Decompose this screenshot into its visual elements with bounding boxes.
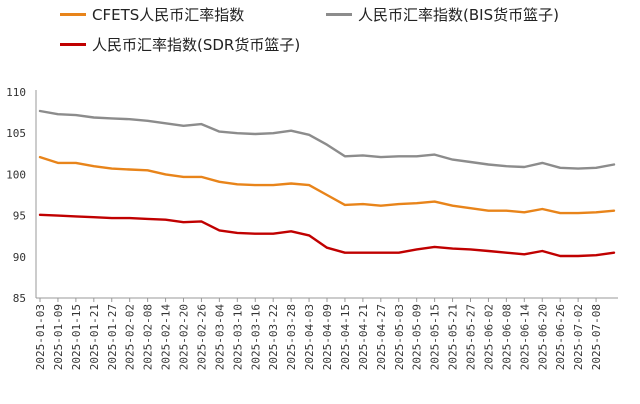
x-tick-label: 2025-05-15 [429, 304, 442, 370]
x-tick-label: 2025-05-27 [465, 304, 478, 370]
x-tick-label: 2025-06-02 [482, 304, 495, 370]
x-tick-label: 2025-02-02 [124, 304, 137, 370]
x-tick-label: 2025-07-02 [572, 304, 585, 370]
legend-label-bis: 人民币汇率指数(BIS货币篮子) [358, 5, 559, 24]
x-tick-label: 2025-04-09 [321, 304, 334, 370]
x-axis: 2025-01-03 2025-01-09 2025-01-15 2025-01-21… [34, 297, 618, 371]
x-tick-label: 2025-05-21 [447, 304, 460, 370]
y-tick-label: 110 [6, 86, 26, 99]
x-tick-label: 2025-07-08 [590, 304, 603, 370]
legend-item-bis: 人民币汇率指数(BIS货币篮子) [326, 2, 559, 26]
series-layer [38, 109, 616, 258]
y-tick-label: 105 [6, 127, 26, 140]
series-line-sdr [38, 213, 616, 258]
x-tick-label: 2025-06-26 [554, 304, 567, 370]
legend: CFETS人民币汇率指数 人民币汇率指数(BIS货币篮子) 人民币汇率指数(SD… [0, 0, 640, 80]
x-tick-label: 2025-04-03 [303, 304, 316, 370]
legend-swatch-bis [326, 12, 352, 16]
y-tick-label: 90 [13, 251, 26, 264]
x-tick-label: 2025-03-16 [249, 304, 262, 370]
x-tick-label: 2025-01-15 [70, 304, 83, 370]
x-tick-label: 2025-01-03 [34, 304, 47, 370]
series-line-cfets [38, 155, 616, 215]
x-tick-label: 2025-06-08 [500, 304, 513, 370]
x-tick-label: 2025-06-14 [518, 304, 531, 371]
y-tick-label: 95 [13, 210, 26, 223]
x-tick-label: 2025-03-04 [213, 304, 226, 371]
legend-item-sdr: 人民币汇率指数(SDR货币篮子) [60, 32, 300, 56]
x-tick-label: 2025-05-03 [393, 304, 406, 370]
legend-label-cfets: CFETS人民币汇率指数 [92, 5, 245, 24]
x-tick-label: 2025-03-22 [267, 304, 280, 370]
x-tick-label: 2025-01-09 [52, 304, 65, 370]
x-tick-label: 2025-03-10 [231, 304, 244, 370]
legend-swatch-sdr [60, 42, 86, 46]
x-tick-label: 2025-04-21 [357, 304, 370, 370]
legend-swatch-cfets [60, 12, 86, 16]
x-tick-label: 2025-04-15 [339, 304, 352, 370]
legend-item-cfets: CFETS人民币汇率指数 [60, 2, 244, 26]
x-tick-label: 2025-05-09 [411, 304, 424, 370]
x-tick-label: 2025-04-27 [375, 304, 388, 370]
x-tick-label: 2025-02-14 [160, 304, 173, 371]
legend-label-sdr: 人民币汇率指数(SDR货币篮子) [92, 35, 301, 54]
y-tick-label: 100 [6, 168, 26, 181]
x-tick-label: 2025-01-27 [106, 304, 119, 370]
x-tick-label: 2025-02-08 [142, 304, 155, 370]
x-tick-label: 2025-06-20 [536, 304, 549, 370]
series-line-bis [38, 109, 616, 170]
x-tick-label: 2025-01-21 [88, 304, 101, 370]
x-tick-label: 2025-02-20 [178, 304, 191, 370]
x-tick-label: 2025-03-28 [285, 304, 298, 370]
x-tick-label: 2025-02-26 [195, 304, 208, 370]
y-tick-label: 85 [13, 292, 26, 305]
y-axis: 85 90 95 100 105 110 [6, 86, 37, 305]
